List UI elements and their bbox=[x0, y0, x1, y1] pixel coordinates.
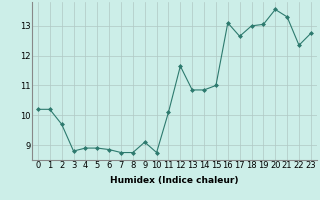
X-axis label: Humidex (Indice chaleur): Humidex (Indice chaleur) bbox=[110, 176, 239, 185]
